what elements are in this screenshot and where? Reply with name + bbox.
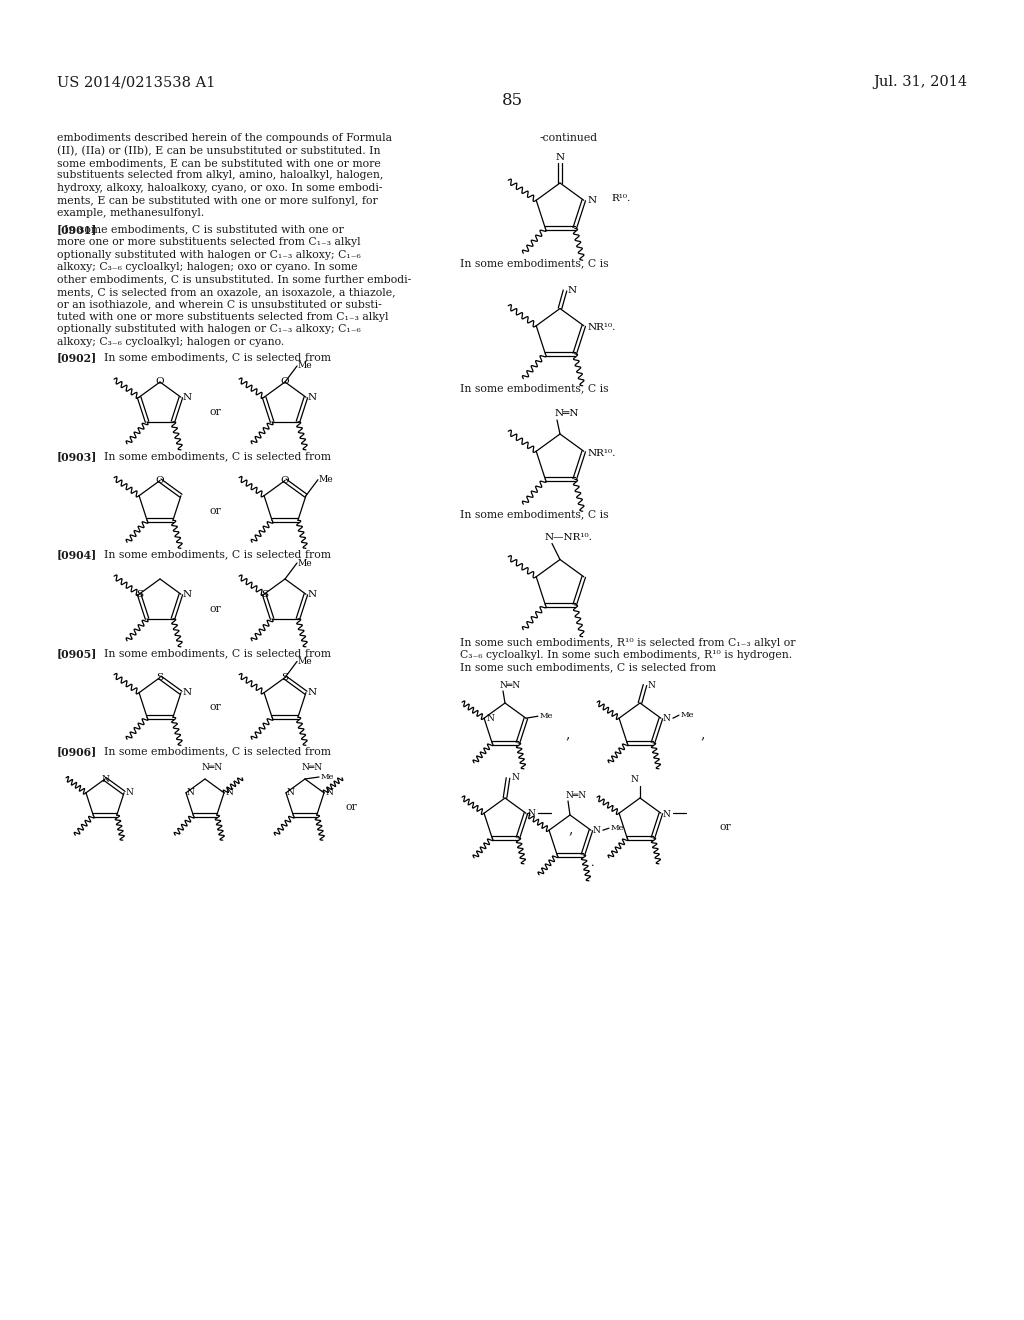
Text: embodiments described herein of the compounds of Formula: embodiments described herein of the comp…	[57, 133, 392, 143]
Text: Jul. 31, 2014: Jul. 31, 2014	[872, 75, 967, 88]
Text: ,: ,	[568, 822, 572, 836]
Text: ments, E can be substituted with one or more sulfonyl, for: ments, E can be substituted with one or …	[57, 195, 378, 206]
Text: [0904]: [0904]	[57, 549, 97, 561]
Text: S: S	[157, 673, 164, 682]
Text: [0906]: [0906]	[57, 747, 97, 758]
Text: In some embodiments, C is substituted with one or: In some embodiments, C is substituted wi…	[57, 224, 344, 235]
Text: N: N	[308, 393, 317, 401]
Text: 85: 85	[502, 92, 522, 110]
Text: or: or	[209, 702, 221, 713]
Text: N═N: N═N	[500, 681, 521, 689]
Text: In some such embodiments, C is selected from: In some such embodiments, C is selected …	[460, 663, 716, 672]
Text: S: S	[261, 590, 268, 599]
Text: In some embodiments, C is selected from: In some embodiments, C is selected from	[104, 451, 331, 461]
Text: N: N	[555, 153, 564, 161]
Text: N═N: N═N	[555, 409, 580, 418]
Text: N: N	[183, 393, 193, 401]
Text: [0903]: [0903]	[57, 451, 97, 462]
Text: other embodiments, C is unsubstituted. In some further embodi-: other embodiments, C is unsubstituted. I…	[57, 275, 412, 285]
Text: In some embodiments, C is selected from: In some embodiments, C is selected from	[104, 549, 331, 560]
Text: or: or	[209, 605, 221, 614]
Text: or: or	[209, 407, 221, 417]
Text: substituents selected from alkyl, amino, haloalkyl, halogen,: substituents selected from alkyl, amino,…	[57, 170, 383, 181]
Text: N: N	[630, 776, 638, 784]
Text: N═N: N═N	[302, 763, 324, 771]
Text: N: N	[486, 714, 494, 723]
Text: N: N	[588, 195, 597, 205]
Text: N: N	[325, 788, 333, 797]
Text: (II), (IIa) or (IIb), E can be unsubstituted or substituted. In: (II), (IIa) or (IIb), E can be unsubstit…	[57, 145, 381, 156]
Text: N: N	[287, 788, 295, 797]
Text: Me: Me	[298, 558, 312, 568]
Text: Me: Me	[298, 362, 312, 371]
Text: -continued: -continued	[540, 133, 598, 143]
Text: or an isothiazole, and wherein C is unsubstituted or substi-: or an isothiazole, and wherein C is unsu…	[57, 300, 382, 309]
Text: N: N	[663, 809, 671, 818]
Text: In some embodiments, C is: In some embodiments, C is	[460, 257, 608, 268]
Text: S: S	[282, 673, 289, 682]
Text: N: N	[101, 775, 109, 784]
Text: ,: ,	[565, 727, 569, 741]
Text: alkoxy; C₃₋₆ cycloalkyl; halogen or cyano.: alkoxy; C₃₋₆ cycloalkyl; halogen or cyan…	[57, 337, 285, 347]
Text: O: O	[281, 477, 290, 484]
Text: [0902]: [0902]	[57, 352, 97, 363]
Text: .: .	[591, 858, 594, 867]
Text: NR¹⁰.: NR¹⁰.	[588, 323, 616, 333]
Text: In some embodiments, C is: In some embodiments, C is	[460, 384, 608, 393]
Text: Me: Me	[318, 475, 334, 484]
Text: Me: Me	[540, 713, 553, 721]
Text: O: O	[281, 378, 290, 387]
Text: N═N: N═N	[565, 791, 586, 800]
Text: N: N	[183, 688, 193, 697]
Text: [0901]: [0901]	[57, 224, 97, 235]
Text: N: N	[183, 590, 193, 599]
Text: NR¹⁰.: NR¹⁰.	[588, 449, 616, 458]
Text: N═N: N═N	[202, 763, 223, 771]
Text: Me: Me	[298, 657, 312, 667]
Text: C₃₋₆ cycloalkyl. In some such embodiments, R¹⁰ is hydrogen.: C₃₋₆ cycloalkyl. In some such embodiment…	[460, 649, 793, 660]
Text: N: N	[593, 826, 601, 834]
Text: optionally substituted with halogen or C₁₋₃ alkoxy; C₁₋₆: optionally substituted with halogen or C…	[57, 249, 360, 260]
Text: N: N	[187, 788, 195, 797]
Text: N: N	[308, 590, 317, 599]
Text: more one or more substituents selected from C₁₋₃ alkyl: more one or more substituents selected f…	[57, 238, 360, 247]
Text: N: N	[225, 788, 232, 797]
Text: N: N	[663, 714, 671, 723]
Text: N: N	[648, 681, 656, 689]
Text: Me: Me	[611, 824, 625, 832]
Text: example, methanesulfonyl.: example, methanesulfonyl.	[57, 209, 204, 218]
Text: In some embodiments, C is: In some embodiments, C is	[460, 510, 608, 519]
Text: In some such embodiments, R¹⁰ is selected from C₁₋₃ alkyl or: In some such embodiments, R¹⁰ is selecte…	[460, 638, 796, 648]
Text: N: N	[308, 688, 317, 697]
Text: ments, C is selected from an oxazole, an isoxazole, a thiazole,: ments, C is selected from an oxazole, an…	[57, 286, 395, 297]
Text: In some embodiments, C is selected from: In some embodiments, C is selected from	[104, 648, 331, 657]
Text: [0905]: [0905]	[57, 648, 97, 659]
Text: S: S	[136, 590, 143, 599]
Text: or: or	[345, 803, 356, 812]
Text: some embodiments, E can be substituted with one or more: some embodiments, E can be substituted w…	[57, 158, 381, 168]
Text: N: N	[528, 809, 536, 817]
Text: Me: Me	[321, 774, 335, 781]
Text: N: N	[568, 286, 578, 294]
Text: hydroxy, alkoxy, haloalkoxy, cyano, or oxo. In some embodi-: hydroxy, alkoxy, haloalkoxy, cyano, or o…	[57, 183, 383, 193]
Text: N: N	[125, 788, 133, 797]
Text: ,: ,	[700, 727, 705, 741]
Text: tuted with one or more substituents selected from C₁₋₃ alkyl: tuted with one or more substituents sele…	[57, 312, 388, 322]
Text: O: O	[156, 378, 164, 387]
Text: N: N	[511, 774, 519, 783]
Text: US 2014/0213538 A1: US 2014/0213538 A1	[57, 75, 215, 88]
Text: alkoxy; C₃₋₆ cycloalkyl; halogen; oxo or cyano. In some: alkoxy; C₃₋₆ cycloalkyl; halogen; oxo or…	[57, 261, 357, 272]
Text: or: or	[720, 822, 732, 832]
Text: Me: Me	[681, 711, 694, 719]
Text: N—NR¹⁰.: N—NR¹⁰.	[545, 533, 593, 543]
Text: or: or	[209, 506, 221, 516]
Text: In some embodiments, C is selected from: In some embodiments, C is selected from	[104, 747, 331, 756]
Text: O: O	[156, 477, 164, 484]
Text: In some embodiments, C is selected from: In some embodiments, C is selected from	[104, 352, 331, 363]
Text: optionally substituted with halogen or C₁₋₃ alkoxy; C₁₋₆: optionally substituted with halogen or C…	[57, 325, 360, 334]
Text: R¹⁰.: R¹⁰.	[611, 194, 631, 203]
